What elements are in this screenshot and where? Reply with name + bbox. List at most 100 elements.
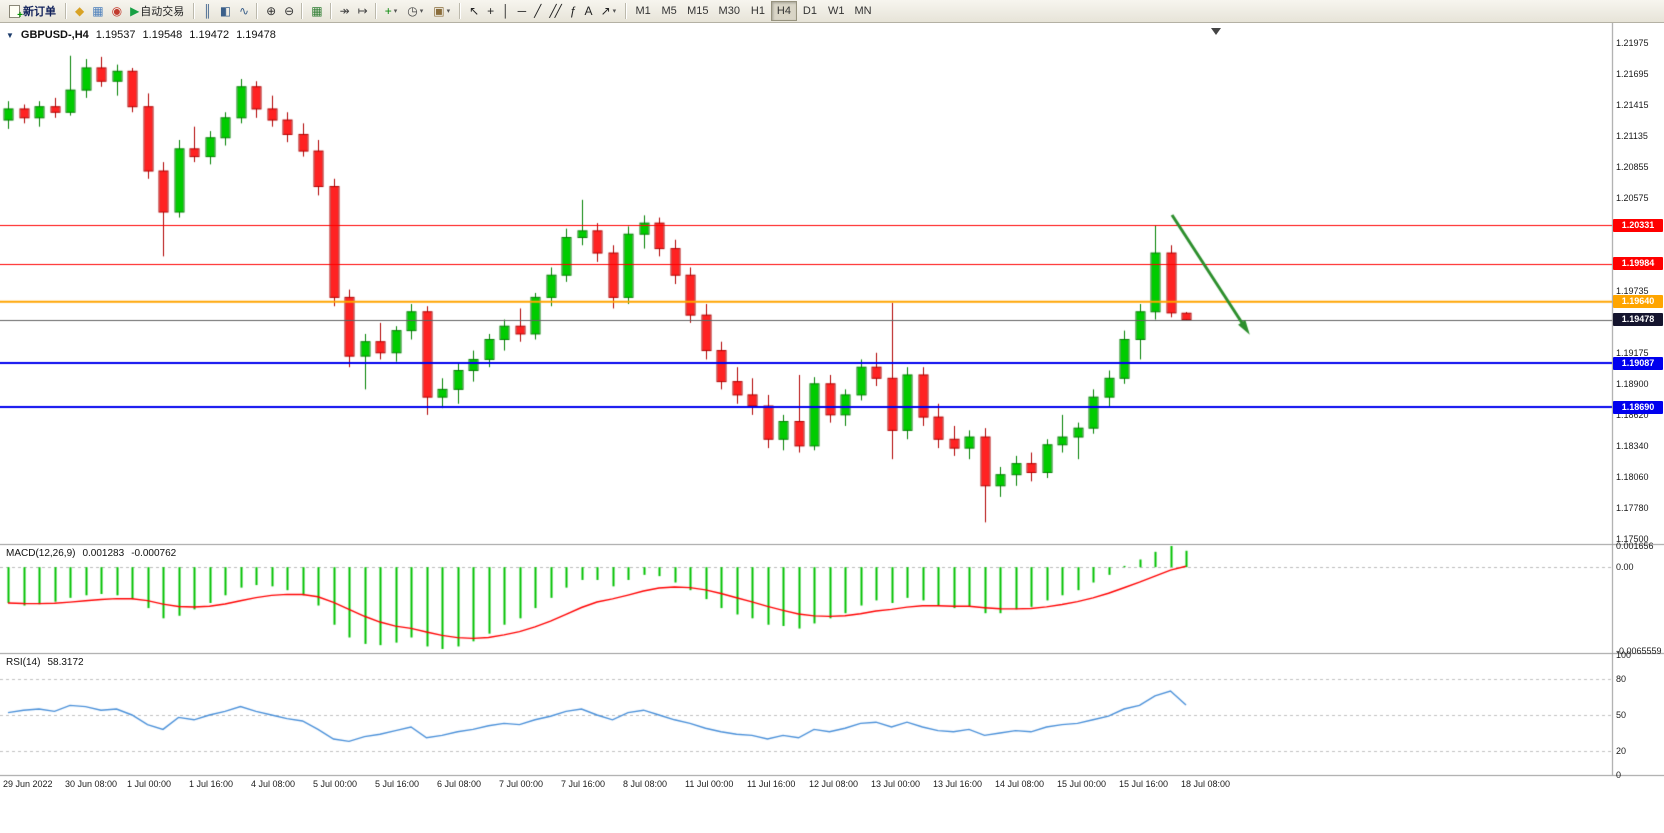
rsi-axis-label: 20 <box>1616 746 1627 756</box>
candlestick-mode-icon[interactable]: ▮▯ <box>215 1 234 21</box>
rsi-axis-label: 80 <box>1616 674 1627 684</box>
date-axis-label: 15 Jul 00:00 <box>1057 779 1107 789</box>
date-axis-label: 4 Jul 08:00 <box>251 779 296 789</box>
new-order-icon <box>9 4 23 21</box>
price-axis-label: 1.17780 <box>1616 502 1649 513</box>
arrows-icon: ↗ <box>600 4 611 18</box>
date-axis-label: 7 Jul 16:00 <box>561 779 606 789</box>
auto-scroll-icon: ↠ <box>339 4 350 18</box>
toolbar-group: M1 M5 M15 M30 H1 H4 D1 W1 MN <box>630 1 876 22</box>
rsi-axis-label: 0 <box>1616 770 1622 780</box>
timeframe-m5-label: M5 <box>661 5 677 17</box>
price-chart-canvas[interactable] <box>0 23 1664 833</box>
price-axis-label: 1.18340 <box>1616 440 1649 451</box>
chart-shift-icon[interactable]: ↦ <box>353 1 371 21</box>
price-axis-label: 1.18060 <box>1616 471 1649 482</box>
ohlc-low: 1.19472 <box>189 29 230 41</box>
crosshair-icon[interactable]: + <box>482 1 497 21</box>
timeframe-h4-label: H4 <box>776 5 791 17</box>
timeframe-w1[interactable]: W1 <box>823 1 850 21</box>
timeframe-m30-label: M30 <box>718 5 740 17</box>
periods-icon[interactable]: ◷ ▾ <box>402 1 428 21</box>
timeframe-m5[interactable]: M5 <box>656 1 682 21</box>
text-icon[interactable]: A <box>580 1 596 21</box>
auto-trading-button-label: 自动交易 <box>140 6 185 18</box>
price-axis-label: 1.21975 <box>1616 38 1649 48</box>
toolbar-separator <box>459 3 461 19</box>
channel-icon[interactable]: ╱╱ <box>544 1 564 21</box>
support-icon[interactable]: ◉ <box>107 1 125 21</box>
macd-signal-value: -0.000762 <box>131 548 177 559</box>
date-axis-label: 11 Jul 16:00 <box>747 779 796 789</box>
macd-label: MACD(12,26,9) <box>6 548 76 559</box>
gold-diamond-icon[interactable]: ◆ <box>70 1 87 21</box>
date-axis-label: 13 Jul 00:00 <box>871 779 921 789</box>
price-level-badge: 1.19087 <box>1613 356 1663 370</box>
rsi-label: RSI(14) <box>6 657 41 668</box>
price-axis-label: 1.21135 <box>1616 131 1648 142</box>
dropdown-caret-icon[interactable]: ▾ <box>419 8 424 15</box>
bar-chart-mode-icon[interactable]: ║ <box>198 1 215 21</box>
zoom-out-icon: ⊖ <box>284 4 294 18</box>
toolbar-group: 新订单 <box>4 1 61 22</box>
templates-icon: ▣ <box>433 4 444 18</box>
auto-trading-button[interactable]: ▶ 自动交易 <box>125 1 189 21</box>
line-chart-mode-icon[interactable]: ∿ <box>234 1 252 21</box>
new-order-button[interactable]: 新订单 <box>4 1 61 21</box>
chart-menu-caret-icon[interactable] <box>6 29 14 41</box>
channel-icon: ╱╱ <box>549 4 562 18</box>
toolbar-group: ║ ▮▯ ∿ <box>198 1 252 22</box>
dropdown-caret-icon[interactable]: ▾ <box>612 8 617 15</box>
horizontal-line-icon[interactable]: ─ <box>513 1 530 21</box>
chart-shift-marker[interactable] <box>1211 28 1221 35</box>
timeframe-mn-label: MN <box>854 5 872 17</box>
fibonacci-icon[interactable]: ƒ <box>565 1 580 21</box>
toolbar-group: ↠ ↦ <box>335 1 371 22</box>
timeframe-m1[interactable]: M1 <box>630 1 656 21</box>
candlestick-mode-icon: ▮▯ <box>219 4 231 18</box>
vertical-line-icon: │ <box>502 4 509 18</box>
chart-shift-icon: ↦ <box>357 4 368 18</box>
date-axis-label: 1 Jul 16:00 <box>189 779 234 789</box>
ohlc-open: 1.19537 <box>95 29 136 41</box>
indicators-add-icon[interactable]: + ▾ <box>380 1 403 21</box>
date-axis-label: 13 Jul 16:00 <box>933 779 983 789</box>
arrows-icon[interactable]: ↗ ▾ <box>596 1 622 21</box>
templates-icon[interactable]: ▣ ▾ <box>428 1 455 21</box>
timeframe-m15-label: M15 <box>687 5 709 17</box>
zoom-out-icon[interactable]: ⊖ <box>279 1 297 21</box>
timeframe-mn[interactable]: MN <box>849 1 876 21</box>
date-axis-label: 1 Jul 00:00 <box>127 779 172 789</box>
price-axis-label: 1.21415 <box>1616 100 1649 111</box>
bar-chart-mode-icon: ║ <box>203 4 211 18</box>
charts-window-icon: ▦ <box>92 4 103 18</box>
vertical-line-icon[interactable]: │ <box>497 1 513 21</box>
timeframe-h1[interactable]: H1 <box>745 1 771 21</box>
timeframe-h4[interactable]: H4 <box>770 1 797 21</box>
gold-diamond-icon: ◆ <box>75 4 84 18</box>
date-axis-label: 7 Jul 00:00 <box>499 779 544 789</box>
new-order-button-label: 新订单 <box>23 6 56 18</box>
price-axis-label: 1.19175 <box>1616 348 1649 359</box>
toolbar-separator <box>374 3 376 19</box>
auto-scroll-icon[interactable]: ↠ <box>335 1 353 21</box>
timeframe-m30[interactable]: M30 <box>714 1 745 21</box>
zoom-in-icon[interactable]: ⊕ <box>261 1 279 21</box>
price-axis-label: 1.20575 <box>1616 193 1649 204</box>
cursor-icon[interactable]: ↖ <box>464 1 482 21</box>
timeframe-m15[interactable]: M15 <box>682 1 713 21</box>
trendline-icon[interactable]: ╱ <box>529 1 544 21</box>
timeframe-d1[interactable]: D1 <box>797 1 823 21</box>
trendline-icon: ╱ <box>534 4 541 18</box>
price-level-badge: 1.19984 <box>1613 257 1663 271</box>
dropdown-caret-icon[interactable]: ▾ <box>446 8 451 15</box>
support-icon: ◉ <box>111 4 123 18</box>
date-axis-label: 29 Jun 2022 <box>3 779 53 789</box>
toolbar-group: ◆ ▦ ◉ ▶ 自动交易 <box>70 1 189 22</box>
dropdown-caret-icon[interactable]: ▾ <box>393 8 398 15</box>
tile-windows-icon[interactable]: ▦ <box>306 1 325 21</box>
fibonacci-icon: ƒ <box>569 4 577 18</box>
timeframe-d1-label: D1 <box>802 5 817 17</box>
auto-trading-icon: ▶ <box>130 4 139 18</box>
charts-window-icon[interactable]: ▦ <box>87 1 106 21</box>
